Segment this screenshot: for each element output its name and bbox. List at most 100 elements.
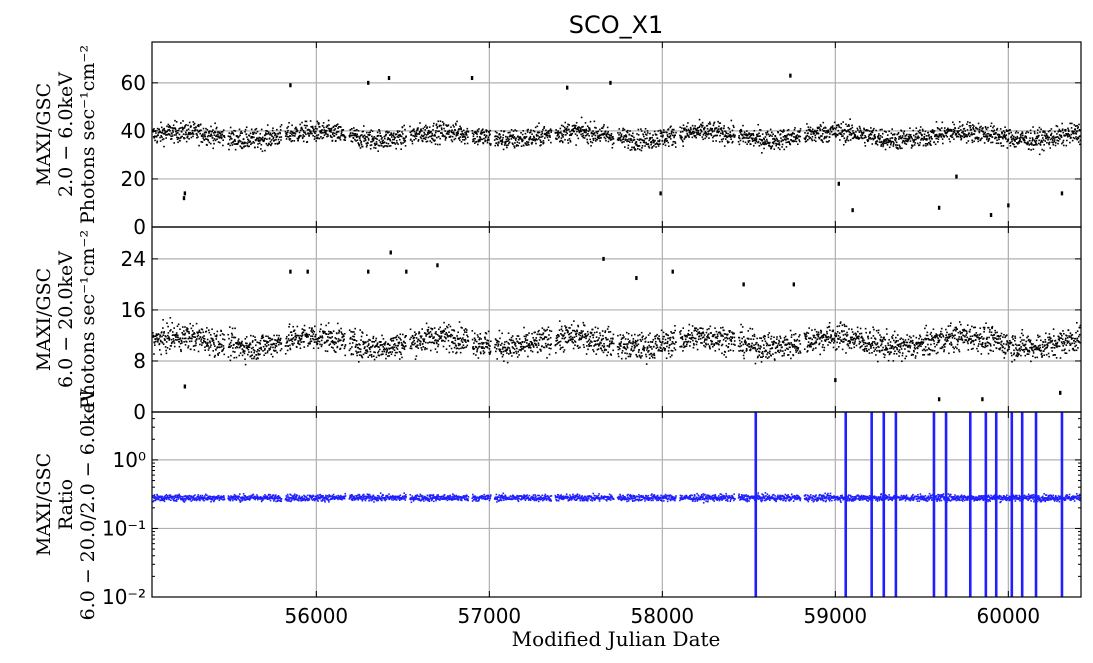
data-point xyxy=(568,134,571,136)
data-point xyxy=(261,337,264,339)
data-point xyxy=(973,133,976,135)
data-point xyxy=(637,134,640,136)
data-point xyxy=(1020,141,1023,143)
data-point xyxy=(650,346,652,348)
data-point xyxy=(439,143,441,146)
data-point xyxy=(764,136,767,138)
data-point xyxy=(266,340,268,343)
data-point xyxy=(152,332,154,334)
data-point xyxy=(413,128,415,130)
data-point xyxy=(444,333,446,336)
data-point xyxy=(684,127,686,130)
data-point xyxy=(317,340,319,342)
data-point xyxy=(180,339,183,342)
data-point xyxy=(896,147,899,149)
data-point xyxy=(511,346,514,348)
data-point xyxy=(777,131,779,134)
data-point xyxy=(606,338,608,341)
data-point xyxy=(325,133,327,135)
data-point xyxy=(819,128,821,130)
data-point xyxy=(159,334,162,337)
data-point xyxy=(825,130,828,132)
data-point xyxy=(573,320,575,322)
data-point xyxy=(240,345,242,347)
data-point xyxy=(421,130,423,132)
data-point xyxy=(694,135,696,138)
data-point xyxy=(187,133,190,136)
data-point xyxy=(531,342,534,344)
data-point xyxy=(768,142,770,145)
data-point xyxy=(231,334,234,336)
data-point xyxy=(222,144,224,147)
data-point xyxy=(506,137,509,140)
data-point xyxy=(696,132,699,135)
data-point xyxy=(588,127,591,130)
data-point xyxy=(591,328,594,331)
data-point xyxy=(761,133,764,135)
data-point xyxy=(354,345,357,348)
data-point xyxy=(498,341,500,343)
data-point xyxy=(1009,144,1012,147)
data-point xyxy=(229,144,231,147)
data-point xyxy=(891,137,894,139)
data-point xyxy=(398,358,401,360)
data-point xyxy=(1005,138,1007,140)
data-point xyxy=(538,122,540,124)
data-point xyxy=(473,142,476,144)
data-point xyxy=(206,338,209,341)
data-point xyxy=(391,141,393,144)
data-point xyxy=(303,340,305,343)
data-point xyxy=(911,137,913,140)
data-point xyxy=(637,145,639,148)
data-point xyxy=(919,126,922,128)
data-point xyxy=(984,126,987,129)
data-point xyxy=(437,340,440,342)
data-point xyxy=(480,338,482,340)
data-point xyxy=(248,351,250,353)
data-point xyxy=(515,338,518,340)
data-point xyxy=(623,346,626,348)
data-point xyxy=(590,131,593,134)
data-point xyxy=(541,135,544,138)
data-point xyxy=(333,341,335,343)
data-point xyxy=(899,147,902,150)
data-point xyxy=(856,135,859,138)
data-point xyxy=(207,138,209,141)
data-point xyxy=(484,336,486,339)
data-point xyxy=(532,336,534,339)
data-point xyxy=(680,135,682,137)
data-point xyxy=(758,132,760,135)
data-point xyxy=(291,131,294,133)
data-point xyxy=(1036,143,1038,146)
data-point xyxy=(557,136,560,139)
data-point xyxy=(298,135,300,138)
data-point-outlier xyxy=(289,83,292,88)
data-point xyxy=(154,344,156,347)
data-point xyxy=(1049,147,1052,149)
data-point xyxy=(159,336,161,338)
data-point xyxy=(487,136,490,139)
data-point xyxy=(222,139,224,141)
data-point xyxy=(844,141,847,144)
data-point xyxy=(433,133,436,136)
data-point xyxy=(314,132,316,135)
data-point xyxy=(917,144,920,147)
data-point xyxy=(578,337,581,339)
data-point xyxy=(570,134,572,137)
data-point xyxy=(191,337,193,340)
data-point xyxy=(218,132,221,134)
data-point xyxy=(637,343,640,346)
data-point xyxy=(558,335,560,338)
data-point xyxy=(506,136,509,138)
data-point xyxy=(329,332,331,335)
data-point xyxy=(988,137,991,140)
data-point xyxy=(968,125,971,127)
data-point xyxy=(617,139,620,142)
data-point xyxy=(669,134,672,137)
data-point xyxy=(567,339,570,342)
data-point xyxy=(674,134,676,136)
data-point xyxy=(584,122,587,124)
data-point xyxy=(878,138,881,141)
data-point xyxy=(285,132,288,134)
data-point xyxy=(209,334,212,336)
